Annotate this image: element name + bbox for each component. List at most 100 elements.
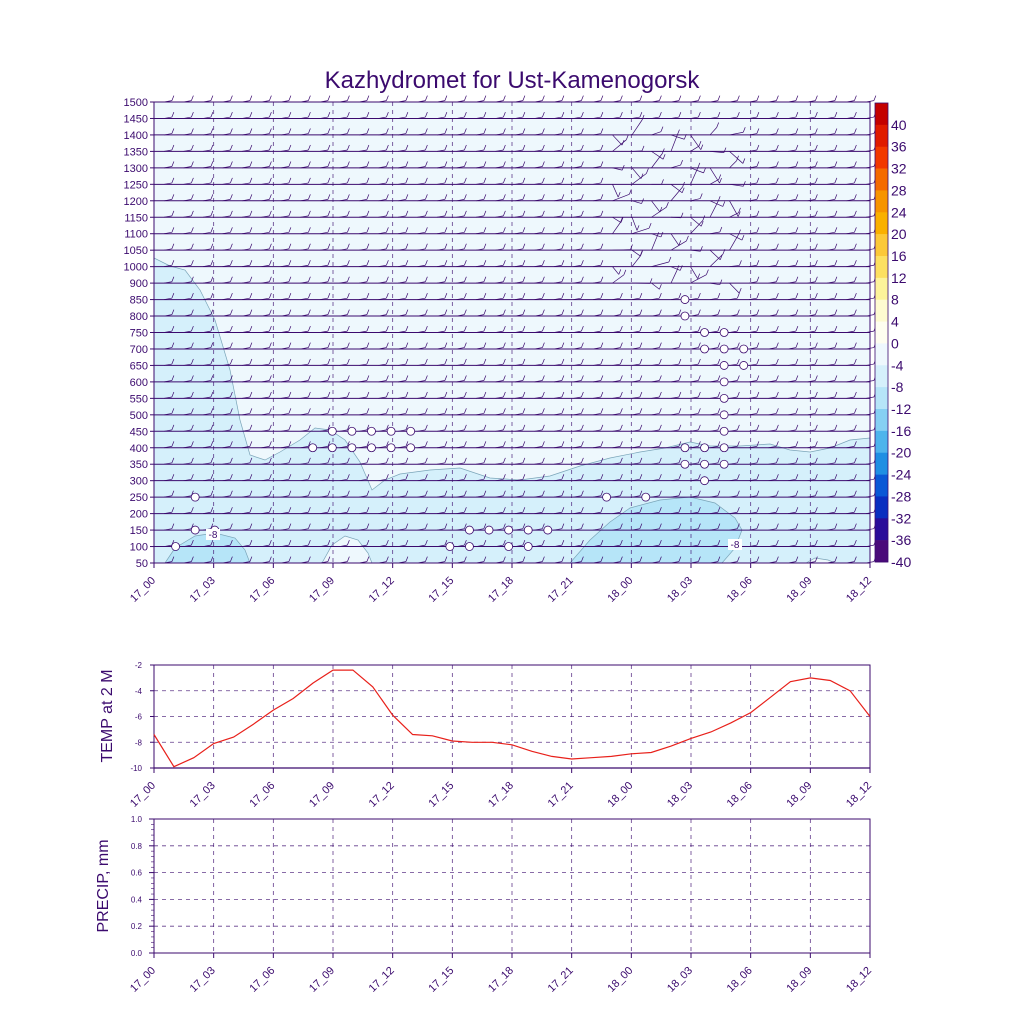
wind-barb (612, 462, 621, 465)
wind-barb-feather (522, 457, 526, 463)
wind-barb-feather (503, 391, 506, 398)
wind-barb (378, 495, 387, 498)
wind-barb-feather (854, 243, 857, 249)
wind-barb-feather (386, 424, 389, 431)
colorbar-label: 12 (891, 270, 907, 286)
wind-barb (612, 116, 621, 119)
height-tick-label: 750 (130, 328, 148, 340)
wind-barb (592, 231, 601, 235)
wind-barb-feather (854, 144, 857, 151)
wind-barb (417, 166, 426, 169)
wind-barb-feather (561, 309, 565, 315)
wind-barb-feather (464, 177, 467, 184)
temp-y-tick-label: -10 (130, 764, 142, 773)
wind-barb-feather (366, 556, 370, 562)
wind-barb-feather (522, 424, 526, 431)
wind-barb (202, 215, 211, 218)
wind-barb (222, 182, 231, 185)
wind-barb (514, 281, 523, 284)
wind-barb-feather (405, 177, 409, 184)
wind-barb (631, 119, 643, 136)
wind-barb-feather (171, 210, 175, 216)
wind-barb-feather (561, 540, 565, 546)
wind-barb (592, 495, 601, 498)
cloud-marker (719, 361, 729, 370)
wind-barb (417, 149, 426, 152)
wind-barb (397, 149, 406, 152)
wind-barb-feather (425, 309, 428, 315)
wind-barb (670, 478, 679, 482)
wind-barb-feather (542, 276, 545, 282)
wind-barb-feather (756, 194, 760, 200)
wind-barb (436, 264, 445, 267)
wind-barb (787, 544, 796, 547)
wind-barb (573, 215, 582, 218)
wind-barb-feather (678, 325, 682, 332)
wind-barb-feather (269, 128, 272, 134)
wind-barb (592, 380, 601, 383)
wind-barb (339, 215, 348, 218)
wind-barb-feather (854, 457, 857, 463)
wind-barb-feather (581, 474, 584, 480)
wind-barb (475, 231, 484, 235)
wind-barb-feather (425, 441, 428, 447)
cloud-marker (719, 426, 729, 436)
height-tick-label: 1400 (124, 130, 148, 142)
wind-barb-feather (249, 276, 253, 282)
wind-barb (241, 396, 250, 399)
wind-barb (670, 330, 679, 333)
wind-barb-feather (756, 424, 760, 431)
wind-barb (807, 248, 816, 251)
wind-barb (261, 116, 270, 119)
wind-barb-feather (327, 128, 331, 134)
wind-barb (378, 248, 387, 251)
wind-barb (787, 495, 796, 498)
wind-barb-feather (698, 424, 701, 431)
wind-barb-feather (347, 358, 350, 365)
wind-barb (631, 249, 641, 257)
wind-barb-feather (776, 95, 779, 101)
wind-barb-feather (366, 210, 370, 216)
wind-barb (729, 528, 738, 531)
wind-barb-feather (834, 309, 838, 315)
wind-barb (787, 446, 796, 449)
wind-barb-feather (444, 556, 448, 562)
wind-barb-feather (737, 441, 740, 447)
wind-barb-feather (230, 227, 233, 233)
wind-barb-feather (464, 358, 467, 365)
wind-barb-feather (834, 177, 838, 184)
wind-barb-feather (230, 507, 233, 513)
wind-barb (378, 363, 387, 366)
wind-barb-feather (600, 540, 604, 546)
chart-title: Kazhydromet for Ust-Kamenogorsk (325, 67, 701, 94)
wind-barb (729, 151, 744, 164)
wind-barb (573, 413, 582, 416)
wind-barb (631, 495, 640, 498)
wind-barb-feather (288, 144, 292, 151)
wind-barb-feather (503, 457, 506, 463)
wind-barbs (163, 95, 877, 564)
height-tick-label: 1050 (124, 245, 148, 257)
wind-barb-feather (717, 424, 721, 431)
wind-barb (729, 116, 738, 119)
wind-barb-feather (191, 95, 194, 101)
wind-barb-feather (210, 227, 214, 233)
wind-barb-feather (717, 325, 721, 332)
wind-barb (436, 429, 445, 432)
wind-barb (612, 314, 621, 317)
wind-barb (690, 511, 699, 514)
wind-barb-feather (756, 507, 760, 513)
wind-barb (339, 495, 348, 498)
wind-barb (280, 199, 289, 202)
wind-barb (807, 413, 816, 416)
wind-barb (748, 215, 757, 218)
wind-barb (339, 429, 348, 432)
wind-barb-feather (581, 177, 584, 184)
wind-barb-feather (522, 95, 526, 101)
wind-barb-feather (795, 111, 799, 118)
wind-barb (241, 544, 250, 547)
wind-barb (358, 248, 367, 251)
wind-barb-feather (618, 269, 622, 275)
wind-barb-feather (288, 260, 292, 266)
wind-barb-feather (581, 490, 584, 496)
